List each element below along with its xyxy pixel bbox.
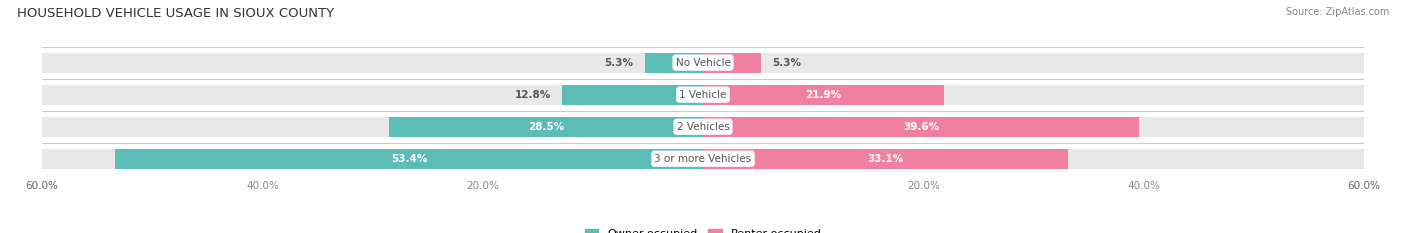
Text: 28.5%: 28.5%: [527, 122, 564, 132]
Text: 33.1%: 33.1%: [868, 154, 904, 164]
Text: 3 or more Vehicles: 3 or more Vehicles: [654, 154, 752, 164]
Text: 20.0%: 20.0%: [467, 181, 499, 191]
Bar: [703, 149, 1067, 169]
Bar: [703, 53, 1364, 72]
Legend: Owner-occupied, Renter-occupied: Owner-occupied, Renter-occupied: [581, 224, 825, 233]
Bar: [703, 85, 945, 105]
Bar: [42, 85, 703, 105]
Text: 60.0%: 60.0%: [1347, 181, 1381, 191]
Text: HOUSEHOLD VEHICLE USAGE IN SIOUX COUNTY: HOUSEHOLD VEHICLE USAGE IN SIOUX COUNTY: [17, 7, 335, 20]
Bar: [562, 85, 703, 105]
Text: No Vehicle: No Vehicle: [675, 58, 731, 68]
Bar: [703, 117, 1139, 137]
Text: 53.4%: 53.4%: [391, 154, 427, 164]
Text: 60.0%: 60.0%: [1347, 181, 1381, 191]
Bar: [703, 53, 762, 72]
Text: 40.0%: 40.0%: [1128, 181, 1160, 191]
Text: 1 Vehicle: 1 Vehicle: [679, 90, 727, 100]
Bar: [703, 117, 1364, 137]
Text: 21.9%: 21.9%: [806, 90, 842, 100]
Bar: [703, 149, 1364, 169]
Bar: [42, 53, 703, 72]
Text: 60.0%: 60.0%: [25, 181, 59, 191]
Bar: [703, 85, 1364, 105]
Bar: [389, 117, 703, 137]
Text: 60.0%: 60.0%: [25, 181, 59, 191]
Bar: [42, 117, 703, 137]
Text: 20.0%: 20.0%: [907, 181, 939, 191]
Text: 40.0%: 40.0%: [246, 181, 278, 191]
Bar: [644, 53, 703, 72]
Text: 2 Vehicles: 2 Vehicles: [676, 122, 730, 132]
Text: 5.3%: 5.3%: [605, 58, 634, 68]
Text: Source: ZipAtlas.com: Source: ZipAtlas.com: [1285, 7, 1389, 17]
Text: 39.6%: 39.6%: [903, 122, 939, 132]
Bar: [115, 149, 703, 169]
Text: 5.3%: 5.3%: [772, 58, 801, 68]
Bar: [42, 149, 703, 169]
Text: 12.8%: 12.8%: [515, 90, 551, 100]
